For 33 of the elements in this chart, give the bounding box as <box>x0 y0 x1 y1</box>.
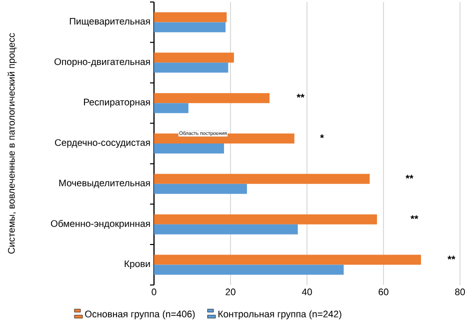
y-tick-label: Респираторная <box>84 98 150 108</box>
legend-label: Основная группа (n=406) <box>85 310 195 320</box>
y-tick-label: Опорно-двигательная <box>54 58 150 67</box>
annotation: ** <box>448 256 456 260</box>
x-tick-label: 20 <box>226 288 236 296</box>
bar <box>154 264 344 275</box>
annotation: ** <box>296 94 304 98</box>
x-tick-label: 40 <box>302 288 312 296</box>
bar <box>154 52 234 63</box>
bar <box>154 214 377 224</box>
y-tick-label: Пищеварительная <box>70 18 150 26</box>
y-axis-title: Системы, вовлеченные в патологический процесс <box>8 33 17 254</box>
bar <box>154 184 247 194</box>
y-tick-label: Обменно-эндокринная <box>50 220 150 229</box>
bar <box>154 12 227 22</box>
bar <box>154 62 228 73</box>
bar <box>154 22 226 32</box>
x-tick-label: 0 <box>152 288 156 296</box>
bar <box>154 103 188 114</box>
y-tick-label: Сердечно-сосудистая <box>54 139 150 148</box>
bar <box>154 224 298 234</box>
legend-label: Контрольная группа (n=242) <box>218 310 342 320</box>
x-tick-label: 60 <box>378 288 388 296</box>
bar <box>154 143 224 154</box>
bar <box>154 174 370 184</box>
y-tick-label: Крови <box>124 260 150 270</box>
y-tick-label: Мочевыделительная <box>59 180 150 188</box>
annotation: ** <box>410 215 418 220</box>
annotation: * <box>320 134 324 138</box>
bar <box>154 93 270 104</box>
bar <box>154 254 421 265</box>
annotation: ** <box>406 174 414 179</box>
x-tick-label: 80 <box>455 288 465 296</box>
